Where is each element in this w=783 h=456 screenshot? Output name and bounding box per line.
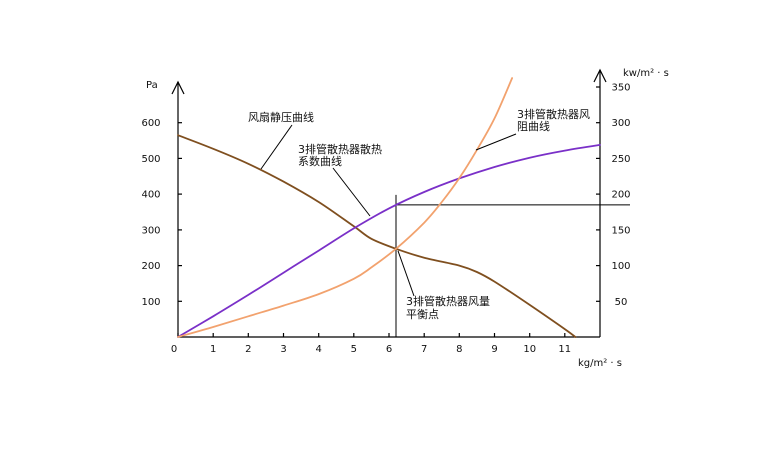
x-tick-label: 8 — [456, 344, 462, 355]
y-left-tick-label: 600 — [141, 118, 160, 129]
ticks: 0 1 2 3 4 5 6 7 8 9 10 11 100 200 300 400 500 600 50 100 150… — [141, 83, 630, 356]
y-left-tick-label: 100 — [141, 297, 160, 308]
y-right-tick-label: 100 — [611, 261, 630, 272]
y-right-tick-label: 250 — [611, 154, 630, 165]
balance-point-label-line1: 3排管散热器风量 — [406, 294, 490, 308]
x-tick-label: 3 — [280, 344, 286, 355]
y-right-tick-label: 300 — [611, 118, 630, 129]
x-tick-label: 6 — [386, 344, 392, 355]
x-axis-label: kg/m² · s — [578, 358, 622, 369]
y-right-tick-label: 350 — [611, 83, 630, 94]
x-tick-label: 5 — [351, 344, 357, 355]
air-resistance-label-line2: 阻曲线 — [517, 119, 550, 133]
y-left-tick-label: 300 — [141, 225, 160, 236]
air-resistance-curve — [177, 77, 513, 338]
y-axis-left-label: Pa — [146, 80, 158, 91]
x-tick-label: 4 — [316, 344, 322, 355]
y-axis-right-arrow — [593, 68, 607, 83]
y-right-tick-label: 150 — [611, 225, 630, 236]
x-tick-label: 10 — [523, 344, 536, 355]
balance-point-annotation: 3排管散热器风量 平衡点 — [397, 250, 490, 321]
balance-point-label-line2: 平衡点 — [406, 308, 439, 321]
fan-static-pressure-label: 风扇静压曲线 — [248, 110, 314, 124]
fan-static-pressure-annotation: 风扇静压曲线 — [248, 110, 314, 170]
heat-dissipation-label-line1: 3排管散热器散热 — [298, 142, 382, 156]
heat-dissipation-coefficient-curve — [177, 144, 601, 338]
balance-point-leader — [397, 250, 415, 297]
x-tick-label: 9 — [491, 344, 497, 355]
x-tick-label: 7 — [421, 344, 427, 355]
x-tick-label: 11 — [558, 344, 571, 355]
x-tick-label: 0 — [171, 344, 177, 355]
air-resistance-leader — [475, 133, 517, 151]
fan-static-pressure-leader — [260, 124, 293, 170]
y-left-tick-label: 400 — [141, 190, 160, 201]
y-left-tick-label: 200 — [141, 261, 160, 272]
y-right-tick-label: 200 — [611, 190, 630, 201]
y-left-tick-label: 500 — [141, 154, 160, 165]
guide-lines — [395, 194, 630, 337]
y-axis-right-label: kw/m² · s — [623, 68, 669, 79]
fan-static-pressure-curve — [177, 134, 577, 338]
heat-dissipation-label-line2: 系数曲线 — [298, 154, 342, 168]
y-axis-left-arrow — [171, 80, 185, 95]
x-tick-label: 1 — [210, 344, 216, 355]
y-right-tick-label: 50 — [615, 297, 628, 308]
heat-dissipation-annotation: 3排管散热器散热 系数曲线 — [298, 142, 382, 217]
x-tick-label: 2 — [245, 344, 251, 355]
heat-dissipation-leader — [332, 167, 371, 217]
air-resistance-annotation: 3排管散热器风 阻曲线 — [475, 107, 590, 151]
air-resistance-label-line1: 3排管散热器风 — [517, 107, 590, 121]
series-layer — [177, 77, 601, 338]
